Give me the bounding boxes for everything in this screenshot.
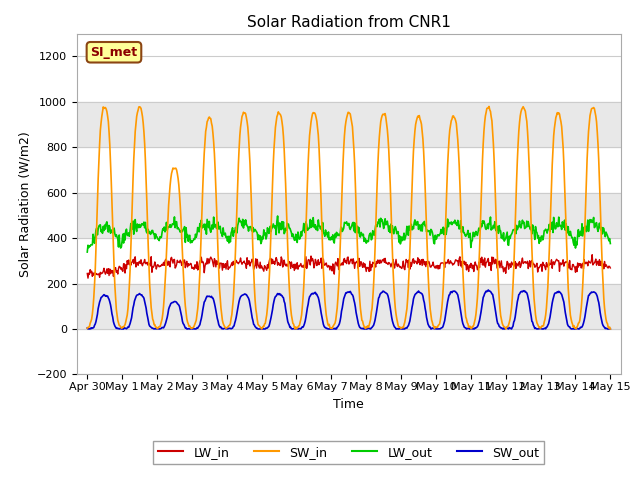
Bar	[77, 284, 621, 329]
Bar	[77, 192, 621, 238]
Legend: LW_in, SW_in, LW_out, SW_out: LW_in, SW_in, LW_out, SW_out	[154, 441, 544, 464]
Y-axis label: Solar Radiation (W/m2): Solar Radiation (W/m2)	[18, 131, 31, 277]
X-axis label: Time: Time	[333, 397, 364, 410]
Text: SI_met: SI_met	[90, 46, 138, 59]
Title: Solar Radiation from CNR1: Solar Radiation from CNR1	[247, 15, 451, 30]
Bar	[77, 102, 621, 147]
